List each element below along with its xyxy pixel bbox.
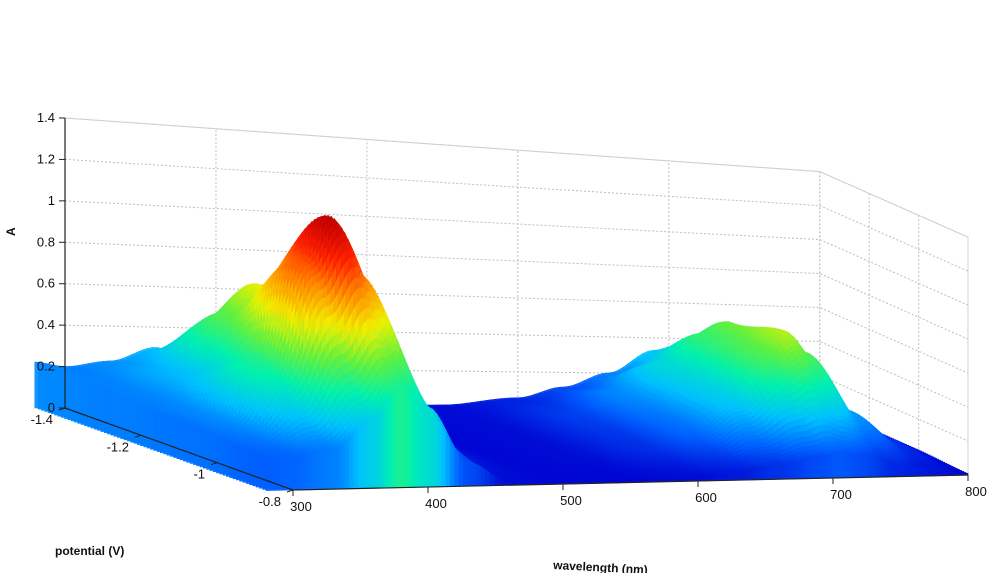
box-top-edge (64, 117, 969, 238)
surface-layer (34, 214, 969, 491)
z-gridline (64, 200, 969, 306)
z-gridline (64, 158, 969, 272)
